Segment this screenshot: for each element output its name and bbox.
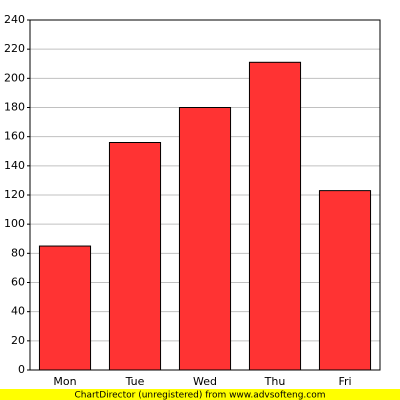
x-tick-label: Wed: [193, 375, 217, 388]
x-tick-label: Thu: [264, 375, 286, 388]
y-tick-label: 100: [4, 217, 25, 230]
bar: [38, 245, 92, 371]
y-tick-label: 120: [4, 188, 25, 201]
y-tick-label: 80: [11, 246, 25, 259]
x-tick-label: Tue: [125, 375, 145, 388]
y-tick-label: 180: [4, 101, 25, 114]
footer-banner: [0, 389, 400, 400]
y-tick-label: 140: [4, 159, 25, 172]
x-tick-label: Fri: [338, 375, 351, 388]
y-tick-label: 0: [18, 363, 25, 376]
footer-text: ChartDirector (unregistered) from www.ad…: [74, 391, 325, 400]
y-tick-label: 220: [4, 42, 25, 55]
y-tick-label: 160: [4, 130, 25, 143]
x-tick-label: Mon: [53, 375, 76, 388]
bar: [108, 142, 162, 371]
y-tick-label: 200: [4, 71, 25, 84]
plot-border: [29, 19, 381, 371]
y-tick-label: 240: [4, 13, 25, 26]
bar: [318, 190, 372, 371]
bar: [178, 107, 232, 371]
y-tick-label: 40: [11, 305, 25, 318]
y-tick-label: 60: [11, 276, 25, 289]
bar: [248, 61, 302, 371]
y-tick-label: 20: [11, 334, 25, 347]
